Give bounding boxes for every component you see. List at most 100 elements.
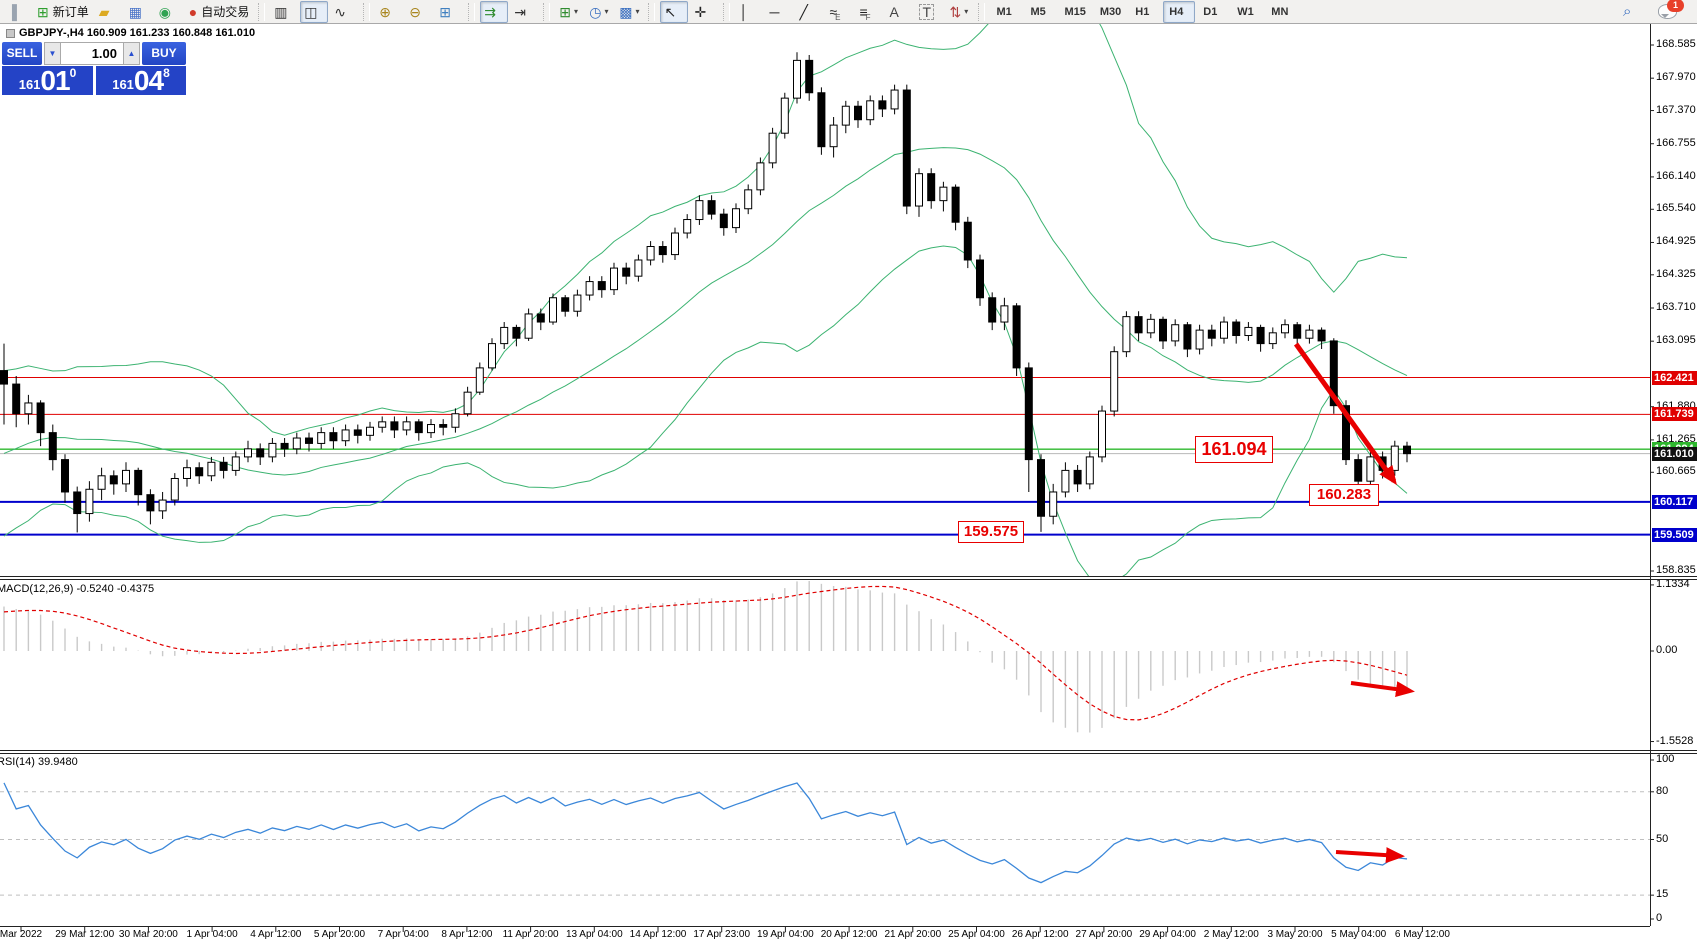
time-axis-label[interactable]: 29 Apr 04:00 [1139,929,1196,940]
buy-price-display[interactable]: 161 04 8 [96,66,186,95]
horizontal-line-icon[interactable]: ─ [765,1,793,23]
price-axis-tick[interactable]: 166.140 [1656,169,1696,182]
timeframe-m1[interactable]: M1 [996,5,1012,18]
annotation-price-label-159.575[interactable]: 159.575 [958,521,1024,543]
time-axis-label[interactable]: 17 Apr 23:00 [693,929,751,940]
notifications-button[interactable]: 1 [1658,0,1684,19]
time-axis-label[interactable]: 4 Apr 12:00 [250,929,302,940]
time-axis-label[interactable]: 29 Mar 12:00 [55,929,115,940]
macd-axis-tick[interactable]: 1.1334 [1656,577,1690,590]
zoom-out-icon[interactable]: ⊖ [405,1,433,23]
time-axis-label[interactable]: 27 Apr 20:00 [1075,929,1133,940]
periods-icon-caret[interactable]: ▾ [604,7,609,16]
time-axis-label[interactable]: 21 Apr 20:00 [884,929,942,940]
price-axis-tick[interactable]: 164.925 [1656,235,1696,248]
timeframe-m5[interactable]: M5 [1030,5,1046,18]
time-axis-label[interactable]: 1 Apr 04:00 [186,929,238,940]
time-axis-label[interactable]: 20 Apr 12:00 [820,929,878,940]
sell-price-display[interactable]: 161 01 0 [2,66,93,95]
chart-shift-icon[interactable]: ⇥ [510,1,538,23]
rsi-axis-tick[interactable]: 50 [1656,832,1669,845]
time-axis-label[interactable]: 19 Apr 04:00 [757,929,814,940]
price-axis-tick[interactable]: 163.710 [1656,301,1696,313]
bar-chart-icon[interactable]: ▥ [270,1,298,23]
price-axis-tick[interactable]: 165.540 [1656,202,1696,215]
price-axis-tick[interactable]: 167.970 [1656,71,1696,84]
time-axis-label[interactable]: 5 May 04:00 [1331,929,1387,940]
timeframe-h1[interactable]: H1 [1135,5,1150,18]
timeframe-w1[interactable]: W1 [1237,5,1254,18]
rsi-axis-tick[interactable]: 100 [1656,753,1675,765]
trend-arrow-main[interactable] [1293,342,1397,486]
price-axis-tick[interactable]: 167.370 [1656,103,1696,116]
clipped-edge-icon[interactable]: ▐ [3,1,31,23]
time-axis-label[interactable]: 14 Apr 12:00 [629,929,687,940]
time-axis-label[interactable]: 25 Apr 04:00 [948,929,1005,940]
text-label-icon[interactable]: T [915,1,943,23]
time-axis-label[interactable]: 6 May 12:00 [1394,929,1450,940]
volume-down-button[interactable]: ▼ [44,42,61,65]
add-indicator-icon[interactable]: ⊞ ▾ [555,1,583,23]
timeframe-mn[interactable]: MN [1271,5,1289,18]
timeframe-h4[interactable]: H4 [1163,0,1196,23]
macd-axis-tick[interactable]: -1.5528 [1656,734,1694,747]
volume-input[interactable]: 1.00 [61,42,123,65]
profile-icon[interactable]: ▰ [95,1,123,23]
sell-button[interactable]: SELL [2,42,42,65]
price-axis-tick[interactable]: 168.585 [1656,38,1696,50]
timeframe-m15[interactable]: M15 [1064,5,1086,18]
timeframe-d1[interactable]: D1 [1203,5,1218,18]
volume-up-button[interactable]: ▲ [123,42,140,65]
search-icon[interactable]: ⌕ [1623,2,1632,20]
time-axis-label[interactable]: Mar 2022 [0,929,43,940]
time-axis-label[interactable]: 26 Apr 12:00 [1011,929,1069,940]
trend-arrow-macd[interactable] [1350,681,1415,698]
trendline-icon[interactable]: ╱ [795,1,823,23]
time-axis-label[interactable]: 8 Apr 12:00 [441,929,493,940]
signal-icon[interactable]: ◉ [155,1,183,23]
tile-windows-icon[interactable]: ⊞ [435,1,463,23]
macd-axis-tick[interactable]: 0.00 [1656,644,1678,656]
price-axis-tick[interactable]: 163.095 [1656,334,1696,347]
arrows-icon-caret[interactable]: ▾ [964,7,969,16]
data-window-icon[interactable]: ▦ [125,1,153,23]
annotation-price-label-161.094[interactable]: 161.094 [1195,436,1273,463]
annotation-price-label-160.283[interactable]: 160.283 [1309,484,1379,506]
price-axis-tick[interactable]: 164.325 [1656,267,1696,280]
time-axis-label[interactable]: 11 Apr 20:00 [502,929,559,940]
vertical-line-icon[interactable]: │ [735,1,763,23]
line-chart-icon[interactable]: ∿ [330,1,358,23]
timeframe-m30[interactable]: M30 [1099,5,1122,18]
periods-icon[interactable]: ◷ ▾ [585,1,613,23]
text-icon[interactable]: A [885,1,913,23]
arrows-icon[interactable]: ⇅ ▾ [945,1,973,23]
price-axis-tick[interactable]: 158.835 [1656,564,1696,576]
zoom-in-icon[interactable]: ⊕ [375,1,403,23]
time-axis-label[interactable]: 7 Apr 04:00 [377,929,429,940]
time-axis-label[interactable]: 5 Apr 20:00 [313,929,366,940]
price-axis-tick[interactable]: 160.665 [1656,465,1696,478]
rsi-axis-tick[interactable]: 0 [1656,912,1663,924]
price-axis-tick[interactable]: 166.755 [1656,136,1696,149]
time-axis-label[interactable]: 3 May 20:00 [1267,929,1323,940]
rsi-axis-tick[interactable]: 15 [1656,888,1669,901]
time-axis-label[interactable]: 13 Apr 04:00 [565,929,623,940]
new-order-button[interactable]: ⊞ 新订单 [33,1,93,23]
crosshair-icon[interactable]: ✛ [690,1,718,23]
cursor-icon[interactable]: ↖ [660,0,689,23]
time-axis-label[interactable]: 2 May 12:00 [1203,929,1259,940]
equidistant-channel-icon[interactable]: ≈ E [825,1,853,23]
candlestick-chart-icon[interactable]: ◫ [300,0,329,23]
fibonacci-icon[interactable]: ≡ F [855,1,883,23]
template-icon[interactable]: ▩ ▾ [615,1,643,23]
template-icon-caret[interactable]: ▾ [635,7,640,16]
buy-button[interactable]: BUY [142,42,186,65]
add-indicator-icon-caret[interactable]: ▾ [573,7,578,16]
trend-arrow-rsi[interactable] [1335,847,1405,864]
rsi-axis-tick[interactable]: 80 [1656,784,1669,797]
auto-scroll-icon[interactable]: ⇉ [480,0,509,23]
time-axis-label[interactable]: 30 Mar 20:00 [118,929,178,940]
auto-trading-button[interactable]: ● 自动交易 [185,1,253,23]
price-axis-tick[interactable]: 161.265 [1656,432,1696,445]
